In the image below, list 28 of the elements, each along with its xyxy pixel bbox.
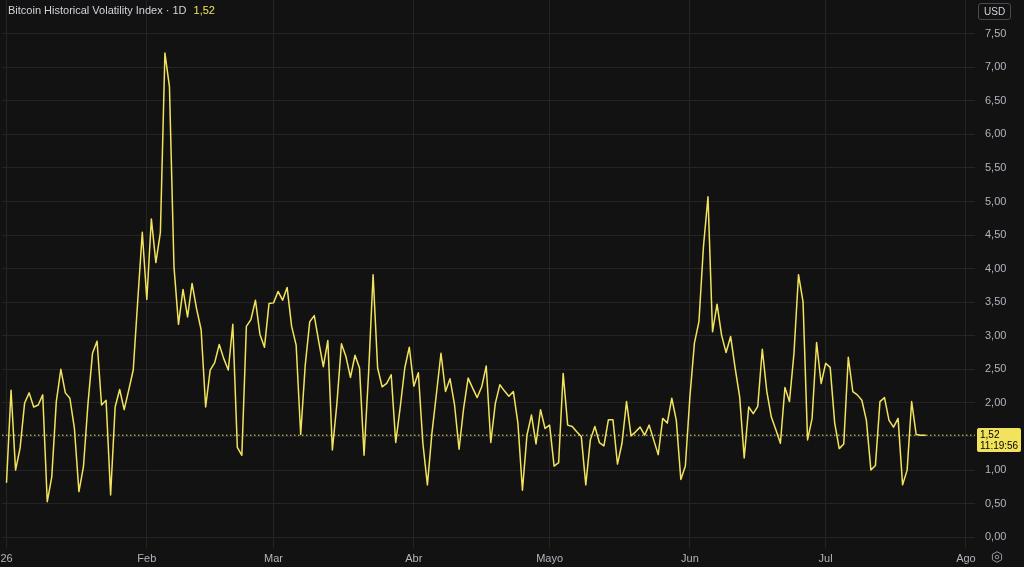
- chart-title: Bitcoin Historical Volatility Index · 1D: [8, 4, 187, 16]
- y-tick-label: 2,50: [985, 362, 1007, 375]
- x-tick-label: Jun: [681, 551, 699, 564]
- y-tick-label: 3,00: [985, 328, 1007, 341]
- x-tick-label: Mayo: [536, 551, 564, 564]
- y-tick-label: 4,50: [985, 228, 1007, 241]
- x-tick-label: Jul: [818, 551, 833, 564]
- y-tick-label: 0,00: [985, 530, 1007, 543]
- y-tick-label: 6,50: [985, 93, 1007, 106]
- ref-line-label: 1,52: [980, 429, 1001, 441]
- chart-subtitle: 1,52: [193, 4, 215, 16]
- x-tick-label: Feb: [137, 551, 157, 564]
- x-tick-label: Abr: [405, 551, 423, 564]
- y-tick-label: 6,00: [985, 127, 1007, 140]
- x-tick-label: Ago: [956, 551, 976, 564]
- y-axis-title: USD: [978, 3, 1012, 20]
- y-tick-label: 7,00: [985, 60, 1007, 73]
- y-tick-label: 7,50: [985, 26, 1007, 39]
- y-tick-label: 4,00: [985, 261, 1007, 274]
- text: 11:19:56: [980, 440, 1019, 452]
- y-tick-label: 1,00: [985, 463, 1007, 476]
- y-tick-label: 0,50: [985, 496, 1007, 509]
- y-tick-label: 5,50: [985, 160, 1007, 173]
- y-tick-label: 3,50: [985, 295, 1007, 308]
- y-tick-label: 2,00: [985, 395, 1007, 408]
- x-tick-label: Mar: [264, 551, 284, 564]
- x-tick-label: 26: [0, 551, 13, 564]
- y-tick-label: 5,00: [985, 194, 1007, 207]
